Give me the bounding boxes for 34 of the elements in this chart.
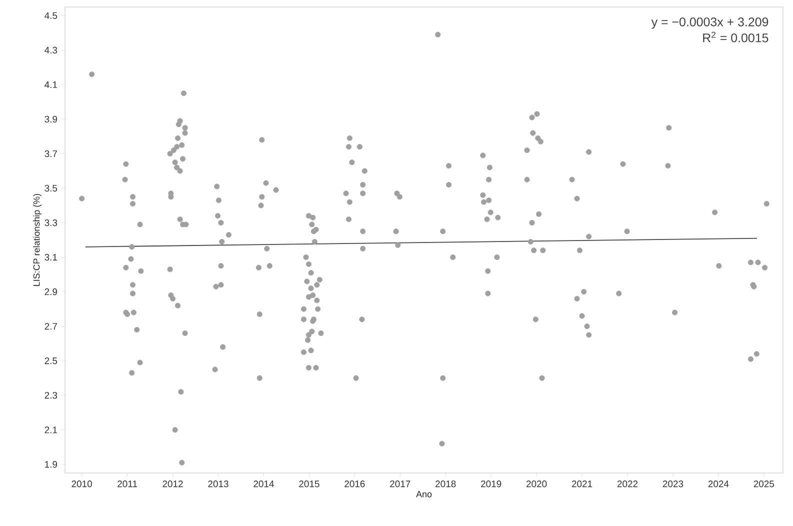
y-tick-label: 3.1 — [44, 254, 58, 261]
x-tick-label: 2020 — [526, 480, 547, 488]
y-axis-title: LIS:CP relationship (%) — [33, 194, 42, 286]
x-tick-label: 2024 — [708, 480, 729, 488]
x-tick-label: 2023 — [662, 480, 684, 488]
y-tick-label: 4.3 — [44, 46, 58, 54]
y-tick-label: 2.1 — [44, 426, 58, 434]
x-tick-label: 2019 — [481, 480, 502, 488]
y-tick-label: 2.3 — [44, 392, 58, 399]
y-tick-label: 2.9 — [44, 288, 58, 296]
x-tick-label: 2012 — [162, 480, 183, 488]
y-tick-label: 3.9 — [44, 116, 58, 123]
x-tick-label: 2025 — [754, 480, 774, 488]
y-tick-label: 1.9 — [45, 461, 58, 468]
x-tick-label: 2013 — [208, 480, 228, 488]
x-tick-label: 2017 — [390, 480, 410, 488]
y-tick-label: 2.7 — [44, 322, 58, 330]
x-tick-label: 2022 — [617, 480, 638, 488]
x-tick-label: 2010 — [72, 480, 92, 488]
x-tick-label: 2021 — [572, 480, 592, 488]
x-tick-label: 2018 — [436, 480, 456, 488]
annotation: y = −0.0003x + 3.209 — [651, 18, 768, 29]
y-tick-label: 3.7 — [44, 150, 58, 158]
x-tick-label: 2011 — [118, 480, 138, 488]
x-axis-title: Ano — [416, 491, 432, 498]
x-tick-label: 2016 — [344, 480, 365, 488]
annotation: R$^{2}$ = 0.0015 — [703, 32, 768, 42]
y-tick-label: 4.5 — [44, 12, 58, 19]
x-tick-label: 2015 — [299, 480, 320, 488]
y-tick-label: 3.3 — [44, 219, 58, 226]
y-tick-label: 3.5 — [44, 184, 58, 192]
y-tick-label: 4.1 — [44, 81, 58, 88]
y-tick-label: 2.5 — [44, 357, 58, 364]
x-tick-label: 2014 — [254, 480, 274, 488]
